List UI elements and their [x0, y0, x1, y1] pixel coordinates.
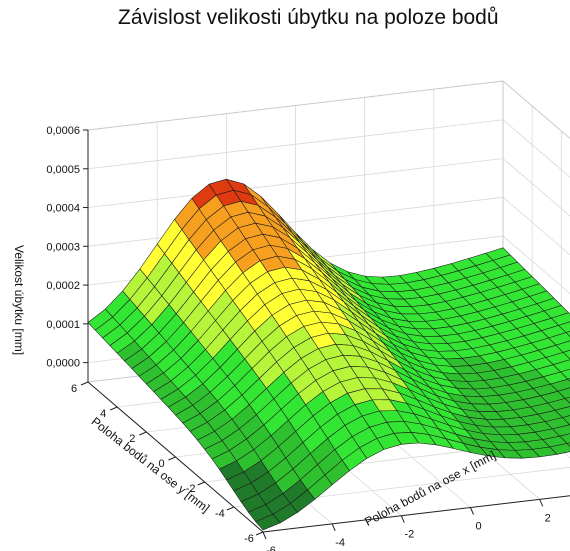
y-tick-label: 6 [71, 383, 77, 395]
x-tick-label: 0 [475, 521, 481, 533]
wall-gridline [502, 158, 570, 217]
y-tick-label: -6 [244, 533, 254, 545]
x-tick [262, 531, 267, 540]
x-tick-label: -4 [335, 537, 345, 549]
z-tick-label: 0,0004 [46, 203, 80, 215]
z-tick-label: 0,0001 [46, 319, 80, 331]
chart-title: Závislost velikosti úbytku na poloze bod… [118, 6, 499, 29]
x-axis-label: Poloha bodů na ose x [mm] [362, 448, 498, 529]
wall-gridline [502, 235, 570, 295]
x-tick [539, 499, 544, 507]
surface-patch [255, 514, 281, 531]
y-tick [255, 531, 264, 536]
y-tick-label: -4 [215, 508, 225, 520]
x-tick-label: -6 [266, 545, 276, 551]
y-tick [168, 456, 176, 461]
surface-mesh [87, 178, 570, 531]
box-edge [87, 80, 504, 131]
y-tick-label: 2 [129, 433, 135, 445]
z-tick-label: 0,0005 [46, 164, 80, 176]
wall-gridline [87, 196, 504, 247]
wall-gridline [87, 158, 504, 208]
wall-gridline [87, 119, 504, 170]
z-tick-label: 0,0000 [46, 358, 80, 370]
x-tick [400, 515, 405, 523]
x-tick-label: 2 [545, 512, 551, 524]
x-tick-label: -2 [404, 529, 414, 541]
z-tick-label: 0,0006 [46, 125, 80, 137]
y-tick-label: -2 [186, 483, 196, 495]
y-tick [109, 406, 118, 411]
y-tick [139, 431, 147, 436]
y-tick-label: 4 [100, 408, 106, 420]
y-tick [80, 381, 89, 386]
wall-gridline [502, 119, 570, 178]
wall-gridline [502, 80, 570, 139]
x-tick [331, 523, 336, 532]
y-tick [226, 506, 235, 511]
y-tick-label: 0 [158, 458, 164, 470]
z-tick-label: 0,0003 [46, 241, 80, 253]
wall-gridline [502, 197, 570, 256]
y-tick [197, 481, 205, 486]
x-tick [470, 507, 474, 515]
z-tick-label: 0,0002 [46, 280, 80, 292]
box-edge [502, 80, 570, 140]
z-axis-label: Velikost úbytku [mm] [12, 245, 26, 355]
